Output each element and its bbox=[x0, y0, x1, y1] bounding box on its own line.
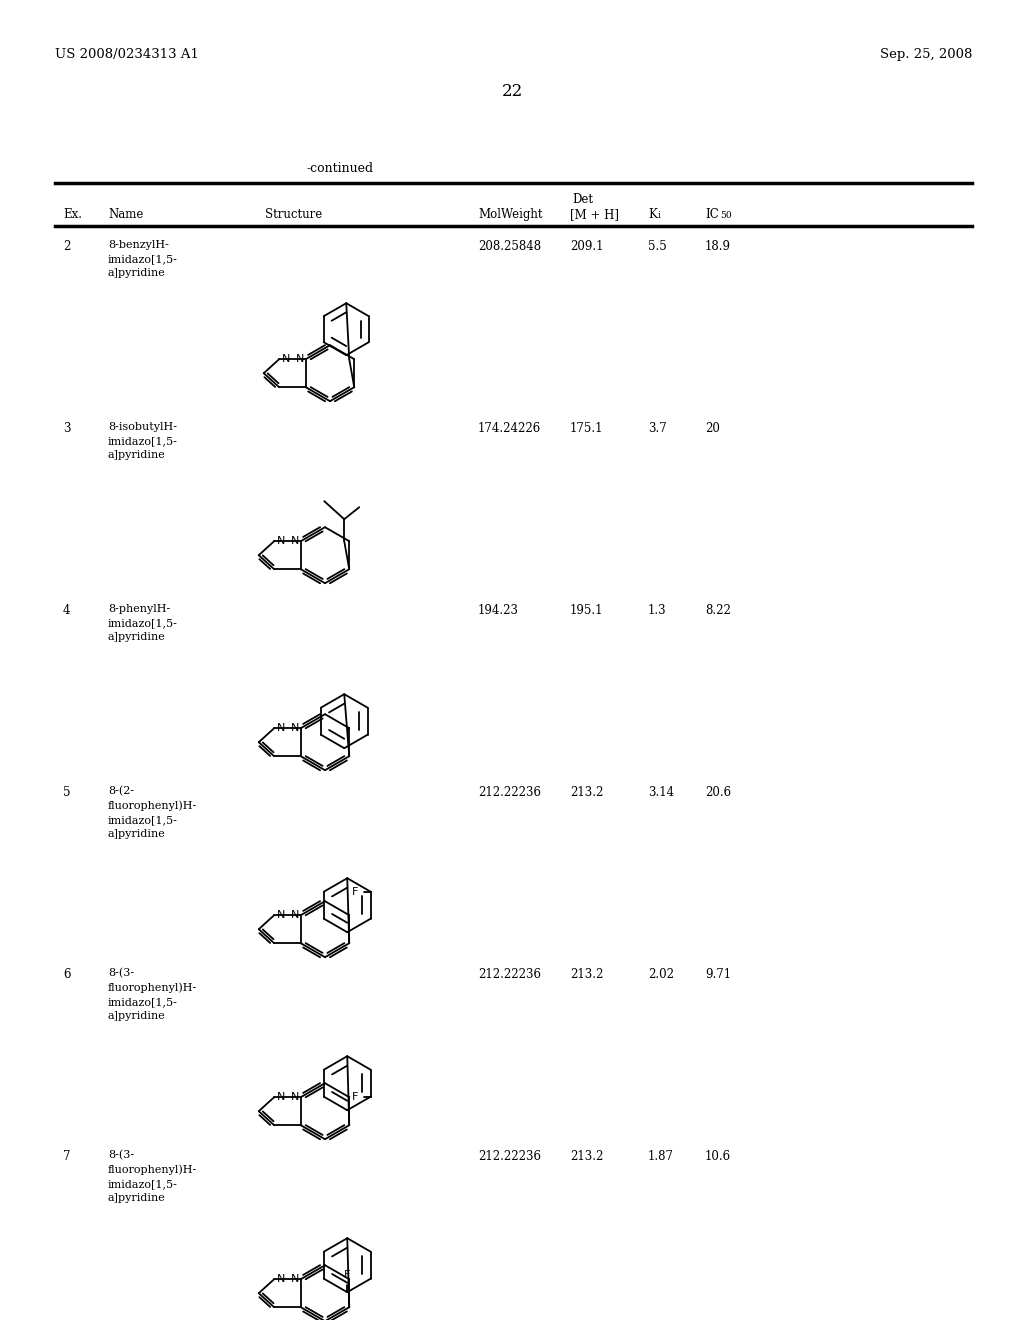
Text: i: i bbox=[658, 211, 660, 220]
Text: N: N bbox=[291, 1274, 299, 1284]
Text: 22: 22 bbox=[502, 83, 522, 100]
Text: 213.2: 213.2 bbox=[570, 785, 603, 799]
Text: IC: IC bbox=[705, 209, 719, 220]
Text: 9.71: 9.71 bbox=[705, 968, 731, 981]
Text: N: N bbox=[278, 1092, 286, 1102]
Text: 213.2: 213.2 bbox=[570, 1150, 603, 1163]
Text: N: N bbox=[295, 354, 304, 364]
Text: 212.22236: 212.22236 bbox=[478, 785, 541, 799]
Text: N: N bbox=[278, 1274, 286, 1284]
Text: 212.22236: 212.22236 bbox=[478, 968, 541, 981]
Text: N: N bbox=[278, 911, 286, 920]
Text: 1.87: 1.87 bbox=[648, 1150, 674, 1163]
Text: 194.23: 194.23 bbox=[478, 605, 519, 616]
Text: 209.1: 209.1 bbox=[570, 240, 603, 253]
Text: 175.1: 175.1 bbox=[570, 422, 603, 436]
Text: 8-isobutylH-
imidazo[1,5-
a]pyridine: 8-isobutylH- imidazo[1,5- a]pyridine bbox=[108, 422, 178, 459]
Text: 3.7: 3.7 bbox=[648, 422, 667, 436]
Text: 50: 50 bbox=[720, 211, 731, 220]
Text: 213.2: 213.2 bbox=[570, 968, 603, 981]
Text: 208.25848: 208.25848 bbox=[478, 240, 541, 253]
Text: N: N bbox=[278, 536, 286, 546]
Text: 3.14: 3.14 bbox=[648, 785, 674, 799]
Text: 212.22236: 212.22236 bbox=[478, 1150, 541, 1163]
Text: 18.9: 18.9 bbox=[705, 240, 731, 253]
Text: 10.6: 10.6 bbox=[705, 1150, 731, 1163]
Text: 5.5: 5.5 bbox=[648, 240, 667, 253]
Text: 8-(3-
fluorophenyl)H-
imidazo[1,5-
a]pyridine: 8-(3- fluorophenyl)H- imidazo[1,5- a]pyr… bbox=[108, 1150, 198, 1203]
Text: Det: Det bbox=[572, 193, 594, 206]
Text: 8-(2-
fluorophenyl)H-
imidazo[1,5-
a]pyridine: 8-(2- fluorophenyl)H- imidazo[1,5- a]pyr… bbox=[108, 785, 198, 840]
Text: 195.1: 195.1 bbox=[570, 605, 603, 616]
Text: 8.22: 8.22 bbox=[705, 605, 731, 616]
Text: F: F bbox=[352, 887, 358, 896]
Text: K: K bbox=[648, 209, 656, 220]
Text: N: N bbox=[291, 536, 299, 546]
Text: Ex.: Ex. bbox=[63, 209, 82, 220]
Text: 8-(3-
fluorophenyl)H-
imidazo[1,5-
a]pyridine: 8-(3- fluorophenyl)H- imidazo[1,5- a]pyr… bbox=[108, 968, 198, 1022]
Text: 4: 4 bbox=[63, 605, 71, 616]
Text: Name: Name bbox=[108, 209, 143, 220]
Text: Structure: Structure bbox=[265, 209, 323, 220]
Text: 8-phenylH-
imidazo[1,5-
a]pyridine: 8-phenylH- imidazo[1,5- a]pyridine bbox=[108, 605, 178, 642]
Text: 8-benzylH-
imidazo[1,5-
a]pyridine: 8-benzylH- imidazo[1,5- a]pyridine bbox=[108, 240, 178, 279]
Text: 174.24226: 174.24226 bbox=[478, 422, 542, 436]
Text: US 2008/0234313 A1: US 2008/0234313 A1 bbox=[55, 48, 199, 61]
Text: N: N bbox=[291, 1092, 299, 1102]
Text: 6: 6 bbox=[63, 968, 71, 981]
Text: 5: 5 bbox=[63, 785, 71, 799]
Text: N: N bbox=[278, 723, 286, 733]
Text: 20: 20 bbox=[705, 422, 720, 436]
Text: 2.02: 2.02 bbox=[648, 968, 674, 981]
Text: N: N bbox=[283, 354, 291, 364]
Text: 1.3: 1.3 bbox=[648, 605, 667, 616]
Text: 20.6: 20.6 bbox=[705, 785, 731, 799]
Text: F: F bbox=[352, 1092, 358, 1102]
Text: 2: 2 bbox=[63, 240, 71, 253]
Text: 3: 3 bbox=[63, 422, 71, 436]
Text: N: N bbox=[291, 911, 299, 920]
Text: 7: 7 bbox=[63, 1150, 71, 1163]
Text: F: F bbox=[344, 1270, 350, 1280]
Text: -continued: -continued bbox=[306, 162, 374, 176]
Text: Sep. 25, 2008: Sep. 25, 2008 bbox=[880, 48, 972, 61]
Text: [M + H]: [M + H] bbox=[570, 209, 618, 220]
Text: N: N bbox=[291, 723, 299, 733]
Text: MolWeight: MolWeight bbox=[478, 209, 543, 220]
